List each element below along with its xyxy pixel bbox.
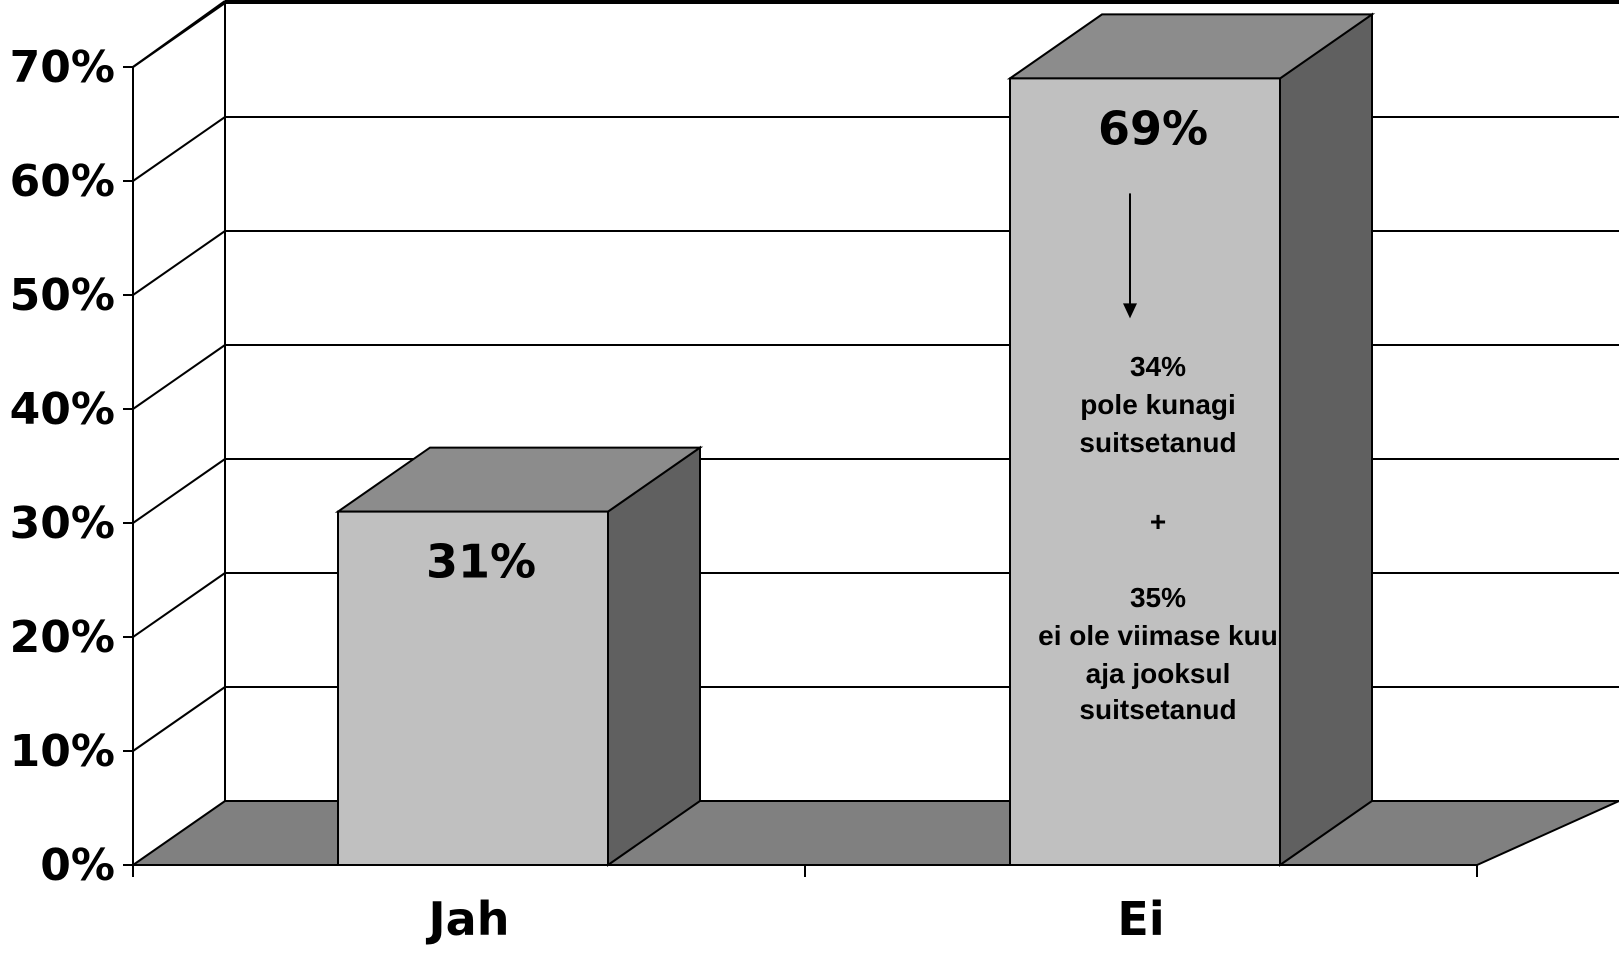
y-tick-label: 0% (40, 840, 115, 891)
bar-value-label: 69% (1098, 101, 1208, 155)
y-tick-label: 50% (10, 270, 115, 321)
side-gridline (132, 572, 226, 638)
x-category-label: Jah (426, 892, 510, 946)
bar-front (1009, 77, 1281, 866)
annotation-line: 35% (1130, 582, 1186, 613)
side-gridline (132, 686, 226, 752)
y-axis: 0% 10% 20% 30% 40% 50% 60% 70% (10, 42, 133, 891)
annotation-line: + (1150, 506, 1166, 537)
bar-side (1279, 12, 1373, 867)
side-gridline (132, 116, 226, 182)
y-tick-label: 10% (10, 726, 115, 777)
bar-side (607, 445, 701, 867)
y-tick-label: 30% (10, 498, 115, 549)
bar-ei: 69% (1006, 12, 1376, 867)
annotation-line: suitsetanud (1079, 427, 1236, 458)
annotation: 34% pole kunagi suitsetanud +35% ei ole viim… (1038, 193, 1278, 725)
annotation-line: aja jooksul (1086, 658, 1231, 689)
side-gridline (132, 344, 226, 410)
annotation-line: 34% (1130, 351, 1186, 382)
x-category-label: Ei (1117, 892, 1164, 946)
annotation-line: ei ole viimase kuu (1038, 620, 1278, 651)
side-gridline (132, 2, 226, 68)
annotation-arrow-head (1123, 303, 1137, 319)
x-axis: Jah Ei (132, 864, 1478, 946)
side-gridline (132, 458, 226, 524)
annotation-line: suitsetanud (1079, 694, 1236, 725)
y-tick-label: 60% (10, 156, 115, 207)
y-tick-label: 40% (10, 384, 115, 435)
y-tick-label: 70% (10, 42, 115, 93)
bar-jah: 31% (334, 445, 704, 867)
y-tick-label: 20% (10, 612, 115, 663)
side-gridline (132, 230, 226, 296)
bars: 31% 69% (334, 12, 1376, 867)
bar-value-label: 31% (426, 535, 536, 589)
annotation-line: pole kunagi (1080, 389, 1236, 420)
